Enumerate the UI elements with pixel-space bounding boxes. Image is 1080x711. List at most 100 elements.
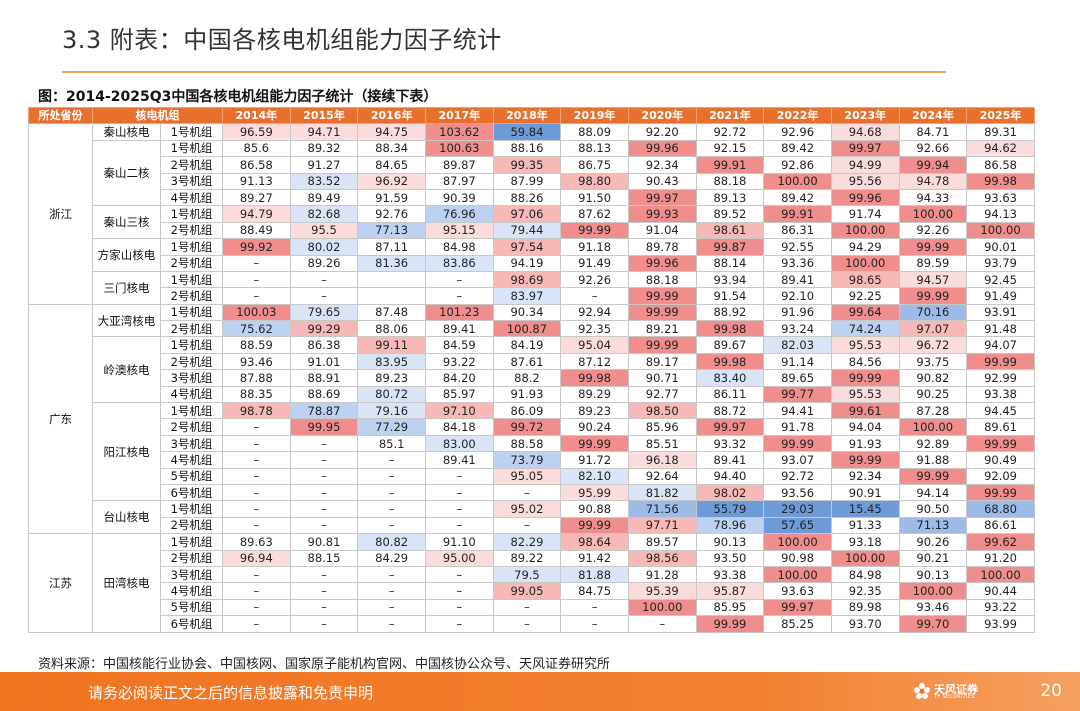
value-cell: 99.93 [627,205,697,223]
value-cell: 93.38 [695,565,765,584]
value-cell: 92.34 [627,156,697,174]
value-cell: 89.17 [627,352,697,371]
value-cell: 92.89 [898,434,968,453]
table-row: 2号机组 –89.26 81.36 83.86 94.19 91.49 99.96 88.14… [29,254,1035,272]
value-cell: 99.99 [966,434,1035,453]
value-cell: 91.74 [830,205,900,223]
value-cell: 88.06 [357,320,426,338]
value-cell: 93.36 [763,254,832,272]
value-cell: 85.6 [222,139,291,158]
unit-cell: 1号机组 [160,139,223,158]
value-cell: 79.16 [357,402,426,420]
value-cell: 91.49 [560,254,629,272]
value-cell: – [289,598,359,617]
value-cell: 99.62 [966,533,1035,551]
value-cell: 94.99 [830,156,900,174]
plant-cell: 秦山三核 [92,205,161,240]
value-cell: 100.00 [966,565,1035,584]
value-cell: – [222,615,291,633]
value-cell: – [222,451,291,469]
value-cell: 93.56 [763,483,832,502]
value-cell: 91.78 [763,418,832,436]
value-cell: 98.80 [560,172,629,190]
value-cell: 78.87 [289,402,359,420]
value-cell: 98.50 [627,402,697,420]
value-cell: 99.97 [695,418,765,436]
value-cell: 94.40 [695,467,765,485]
value-cell: – [424,565,494,584]
value-cell: 88.58 [492,434,562,453]
value-cell: 95.53 [830,336,900,354]
table-row: 6号机组 – – – – – – –99.99 85.25 93.70 99.70 93.99 [29,615,1035,633]
value-cell: – [289,270,359,289]
unit-cell: 1号机组 [160,205,223,223]
value-cell: 91.50 [560,188,629,207]
value-cell: – [424,500,494,518]
unit-cell: 3号机组 [160,565,223,584]
value-cell: 99.99 [560,221,629,240]
unit-cell: 1号机组 [160,123,223,141]
value-cell: 99.97 [627,188,697,207]
value-cell: 100.00 [966,221,1035,240]
value-cell: 88.72 [695,402,765,420]
value-cell: 93.94 [695,270,765,289]
value-cell: 99.97 [763,598,832,617]
value-cell: 93.63 [966,188,1035,207]
value-cell: 87.28 [898,402,968,420]
value-cell: 92.76 [357,205,426,223]
value-cell: 15.45 [830,500,900,518]
value-cell [357,287,426,305]
value-cell: – [357,582,426,600]
value-cell: 88.92 [695,303,765,322]
table-row: 2号机组 – – – – –99.99 97.71 78.96 57.65 91.33 71.13 8… [29,516,1035,535]
value-cell: 88.18 [627,270,697,289]
title-divider [62,71,946,73]
value-cell: 89.78 [627,238,697,256]
table-row: 4号机组 – – –89.41 73.79 91.72 96.18 89.41 93.07 99.… [29,451,1035,469]
table-row: 2号机组 86.58 91.27 84.65 89.87 99.35 86.75 92.34 9… [29,156,1035,174]
value-cell: 90.34 [492,303,562,322]
value-cell: 92.25 [830,287,900,305]
value-cell: 91.93 [492,385,562,404]
plant-cell: 田湾核电 [92,533,161,633]
value-cell: – [357,516,426,535]
value-cell: – [492,483,562,502]
value-cell: 99.77 [763,385,832,404]
value-cell: 90.39 [424,188,494,207]
value-cell: 99.11 [357,336,426,354]
plant-cell: 秦山二核 [92,139,161,207]
value-cell: 92.72 [763,467,832,485]
province-cell: 广东 [28,303,93,535]
value-cell: 98.61 [695,221,765,240]
value-cell: 73.79 [492,451,562,469]
value-cell: – [222,434,291,453]
table-row: 2号机组 –99.95 77.29 84.18 99.72 90.24 85.96 99.97… [29,418,1035,436]
value-cell: 90.98 [763,549,832,567]
value-cell: 97.06 [492,205,562,223]
value-cell: – [424,598,494,617]
value-cell: 74.24 [830,320,900,338]
table-body: 浙江 秦山核电 1号机组 96.59 94.71 94.75 103.62 59.84 88.0… [28,123,1035,633]
value-cell: 94.68 [830,123,900,141]
value-cell: 80.82 [357,533,426,551]
value-cell: 89.32 [289,139,359,158]
value-cell: – [424,615,494,633]
value-cell: – [289,467,359,485]
value-cell: 29.03 [763,500,832,518]
value-cell: 85.51 [627,434,697,453]
unit-cell: 1号机组 [160,336,223,354]
value-cell: 93.22 [966,598,1035,617]
value-cell: – [289,451,359,469]
value-cell: 92.77 [627,385,697,404]
plant-cell: 大亚湾核电 [92,303,161,338]
value-cell: – [560,615,629,633]
value-cell: 93.32 [695,434,765,453]
disclaimer-text: 请务必阅读正文之后的信息披露和免责申明 [88,684,374,702]
value-cell: 87.99 [492,172,562,190]
value-cell: 92.20 [627,123,697,141]
value-cell: 89.42 [763,188,832,207]
header-year: 2018年 [492,106,562,125]
value-cell: 92.35 [560,320,629,338]
value-cell: – [357,500,426,518]
value-cell: 92.26 [560,270,629,289]
